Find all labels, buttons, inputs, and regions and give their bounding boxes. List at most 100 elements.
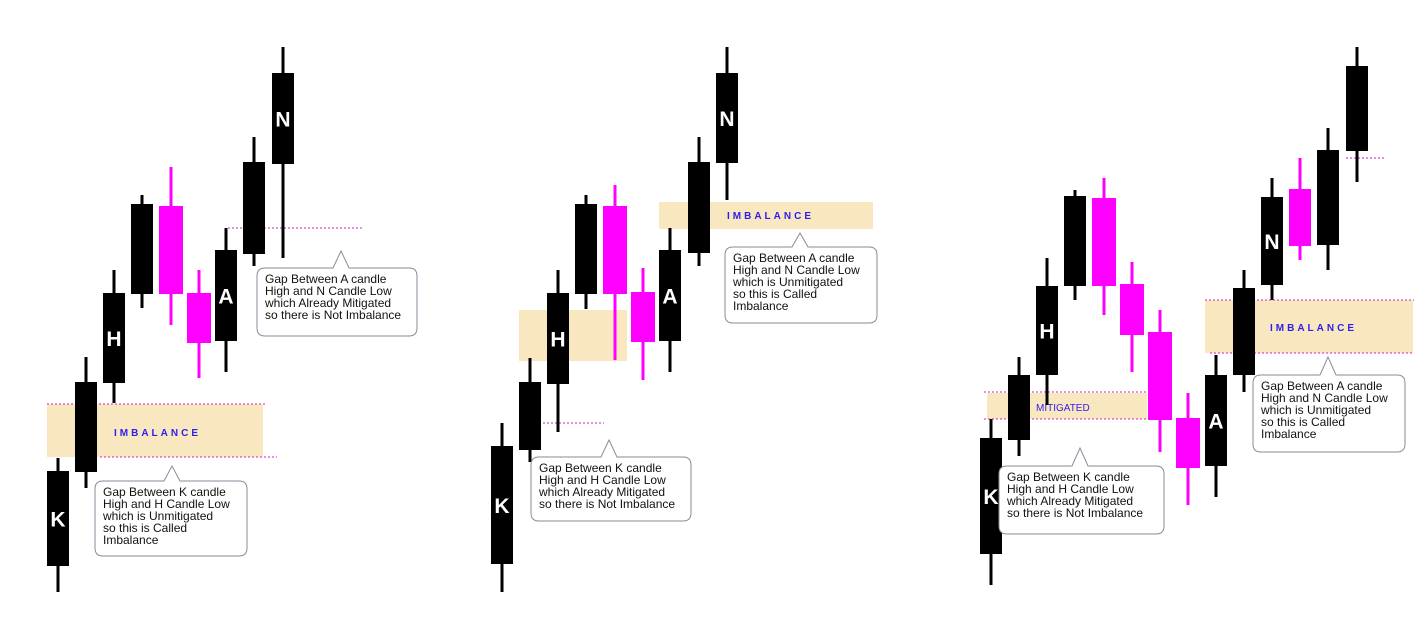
imbalance-label: IMBALANCE [1270, 323, 1357, 334]
candle-h: H [103, 270, 125, 403]
candle [1233, 270, 1255, 392]
candle [1008, 357, 1030, 456]
candle-label: H [1039, 321, 1054, 344]
candle-k: K [491, 423, 513, 592]
candle [131, 195, 153, 308]
candle [519, 358, 541, 462]
candle [1289, 158, 1311, 260]
callout-line: High and H Candle Low [1007, 482, 1134, 496]
panel-3: K H A N [980, 47, 1368, 585]
candle-body [1346, 66, 1368, 151]
callout-line: Gap Between A candle [1261, 379, 1383, 393]
candle-body [688, 162, 710, 253]
candle-n: N [716, 47, 738, 200]
candle-body [1064, 196, 1086, 286]
candle-body [1205, 375, 1227, 466]
callout-line: which is Unmitigated [102, 509, 213, 523]
callout-bubble [724, 231, 878, 324]
callout-bubble [998, 446, 1165, 535]
candle-label: K [983, 486, 998, 509]
candle-body [243, 162, 265, 254]
imbalance-label: IMBALANCE [114, 428, 201, 439]
callout-line: High and H Candle Low [103, 497, 230, 511]
mitigated-zone [519, 310, 627, 361]
callout-line: which Already Mitigated [538, 485, 665, 499]
candle [1092, 178, 1116, 315]
candle-body [519, 382, 541, 450]
candle-label: N [275, 109, 290, 132]
callout-line: High and N Candle Low [265, 284, 392, 298]
callout-line: Gap Between A candle [733, 251, 855, 265]
candle [1176, 393, 1200, 505]
panel-1: K H A N [47, 47, 294, 592]
callout-line: Gap Between A candle [265, 272, 387, 286]
candle-label: H [550, 329, 565, 352]
candle-body [187, 293, 211, 343]
candle-label: A [218, 286, 233, 309]
candle-label: H [106, 328, 121, 351]
candle-body [491, 446, 513, 564]
callout-line: so this is Called [1261, 415, 1345, 429]
callout-line: so there is Not Imbalance [265, 308, 401, 322]
candle-body [103, 293, 125, 383]
callout-bubble [530, 438, 692, 522]
candle-body [47, 471, 69, 566]
callout-bubble [256, 249, 418, 337]
candle-n: N [1261, 178, 1283, 300]
callout-line: so there is Not Imbalance [539, 497, 675, 511]
candle-k: K [980, 419, 1002, 585]
candle [631, 268, 655, 380]
candle-label: A [1208, 411, 1223, 434]
candle-h: H [547, 270, 569, 432]
candle-body [603, 206, 627, 294]
panel-2: K H A N [491, 47, 738, 592]
candle-body [1092, 198, 1116, 286]
callout-line: which Already Mitigated [264, 296, 391, 310]
candle-body [1120, 284, 1144, 335]
callout-bubble [94, 464, 248, 557]
candle-label: K [50, 509, 65, 532]
callout-line: High and H Candle Low [539, 473, 666, 487]
candle-a: A [659, 228, 681, 372]
candle-n: N [272, 47, 294, 258]
callout-line: Imbalance [1261, 427, 1317, 441]
candle [1064, 190, 1086, 300]
callout-line: so there is Not Imbalance [1007, 506, 1143, 520]
candle-body [1148, 332, 1172, 420]
candle-body [272, 73, 294, 164]
candle [1346, 47, 1368, 182]
callout-line: which is Unmitigated [732, 275, 843, 289]
candle-body [131, 204, 153, 294]
callout-line: so this is Called [733, 287, 817, 301]
callout-line: which is Unmitigated [1260, 403, 1371, 417]
candle [688, 137, 710, 266]
callout-line: Imbalance [103, 533, 159, 547]
candle-body [1176, 418, 1200, 468]
candle-label: N [719, 108, 734, 131]
candle-label: N [1264, 231, 1279, 254]
candle [243, 137, 265, 266]
callout-line: Gap Between K candle [103, 485, 226, 499]
callout-line: so this is Called [103, 521, 187, 535]
callout-line: Imbalance [733, 299, 789, 313]
candle [1148, 310, 1172, 452]
candle-body [1317, 150, 1339, 245]
callout-line: High and N Candle Low [1261, 391, 1388, 405]
candle-body [1289, 189, 1311, 246]
candle-h: H [1036, 258, 1058, 405]
candle [75, 357, 97, 488]
candle-body [1008, 375, 1030, 440]
candle [1317, 128, 1339, 270]
candle-body [1233, 288, 1255, 375]
candle-body [631, 292, 655, 342]
callout-line: Gap Between K candle [1007, 470, 1130, 484]
callout-line: High and N Candle Low [733, 263, 860, 277]
candle [575, 195, 597, 309]
